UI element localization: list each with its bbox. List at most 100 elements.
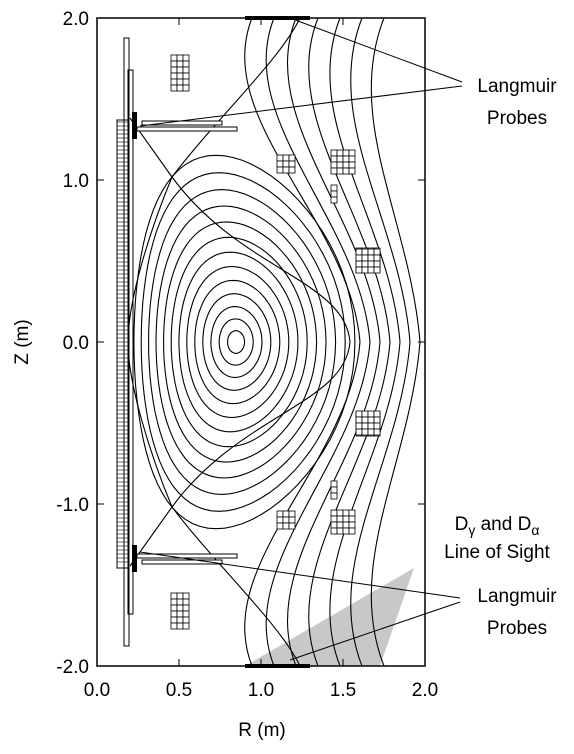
coil <box>182 592 190 600</box>
center-column <box>116 119 129 569</box>
plot-frame <box>96 17 426 667</box>
coil <box>367 254 375 262</box>
coil <box>282 516 290 524</box>
flux-surface <box>218 318 254 366</box>
coil <box>355 410 363 418</box>
wall <box>123 37 130 647</box>
x-tick-label: 1.0 <box>248 680 274 701</box>
coil <box>176 610 184 618</box>
coil <box>170 592 178 600</box>
y-tick-label: 1.0 <box>63 171 89 192</box>
annotation-sub: γ <box>468 522 475 538</box>
coil <box>170 84 178 92</box>
flux-surface <box>170 236 308 448</box>
coil <box>367 416 375 424</box>
flux-surface <box>186 265 290 419</box>
coil <box>336 521 344 529</box>
x-tick-label: 0.5 <box>166 680 192 701</box>
probe-mount <box>132 112 137 139</box>
coil <box>182 610 190 618</box>
flux-surface <box>210 306 263 378</box>
coil <box>170 598 178 606</box>
coil <box>182 60 190 68</box>
divertor-plate <box>136 126 238 132</box>
coil <box>367 248 375 256</box>
coil <box>361 254 369 262</box>
coil <box>330 521 338 529</box>
coil <box>355 422 363 430</box>
coil <box>170 60 178 68</box>
coil <box>276 510 284 518</box>
coil <box>276 154 284 162</box>
coil <box>182 78 190 86</box>
flux-surface <box>163 221 318 463</box>
coil <box>170 610 178 618</box>
coil <box>361 260 369 268</box>
coil <box>330 155 338 163</box>
y-tick-label: -1.0 <box>56 495 89 516</box>
coil <box>276 166 284 174</box>
coil <box>330 527 338 535</box>
coil <box>170 66 178 74</box>
coil <box>336 161 344 169</box>
coil <box>176 84 184 92</box>
coil <box>330 515 338 523</box>
coil <box>342 509 350 517</box>
coil <box>176 66 184 74</box>
coil <box>373 422 381 430</box>
coil <box>176 78 184 86</box>
coil <box>330 167 338 175</box>
flux-surface <box>155 205 327 479</box>
coil <box>355 260 363 268</box>
y-tick-label: 0.0 <box>63 333 89 354</box>
coil <box>282 510 290 518</box>
coil <box>355 266 363 274</box>
coil <box>373 428 381 436</box>
annotation-sub: α <box>531 522 539 538</box>
coil <box>342 515 350 523</box>
open-field-line <box>329 17 401 667</box>
coil <box>373 248 381 256</box>
annotation-part: and D <box>475 514 531 535</box>
coil <box>367 410 375 418</box>
annotation-part: D <box>455 514 469 535</box>
coil <box>367 422 375 430</box>
pointers <box>139 17 463 661</box>
coil <box>348 167 356 175</box>
coil <box>170 78 178 86</box>
coil <box>373 254 381 262</box>
probe-mount <box>132 545 137 572</box>
coil <box>182 616 190 624</box>
coil <box>288 160 296 168</box>
coil <box>355 254 363 262</box>
y-tick-label: 2.0 <box>63 9 89 30</box>
coil <box>355 416 363 424</box>
coil <box>373 410 381 418</box>
coil <box>282 154 290 162</box>
coil <box>182 66 190 74</box>
flux-surface <box>202 293 272 391</box>
coil <box>330 196 338 204</box>
annotations: Langmuir Probes Langmuir Probes Dγ and D… <box>444 76 557 639</box>
open-field-line <box>286 17 381 667</box>
coil <box>373 260 381 268</box>
x-axis-label: R (m) <box>238 720 285 741</box>
flux-surfaces <box>127 17 421 667</box>
open-field-line <box>265 17 371 667</box>
annotation: Probes <box>487 618 547 639</box>
coil <box>348 149 356 157</box>
coil <box>342 167 350 175</box>
divertor-plate <box>141 559 223 565</box>
coil <box>282 160 290 168</box>
coil <box>176 592 184 600</box>
coil <box>367 266 375 274</box>
coil <box>330 190 338 198</box>
flux-surface <box>140 172 346 512</box>
coil <box>330 486 338 494</box>
y-axis-label: Z (m) <box>12 319 33 364</box>
y-tick-label: -2.0 <box>56 657 89 678</box>
x-tick-label: 0.0 <box>84 680 110 701</box>
coil <box>282 166 290 174</box>
coil <box>336 149 344 157</box>
